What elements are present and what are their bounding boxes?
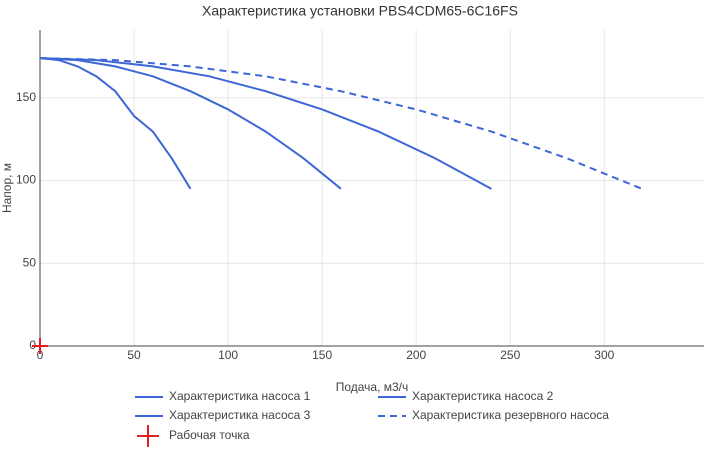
x-axis-label: Подача, м3/ч — [336, 380, 409, 394]
legend-label: Характеристика резервного насоса — [412, 408, 609, 422]
x-tick-label: 250 — [500, 348, 520, 362]
x-tick-label: 300 — [594, 348, 614, 362]
y-tick-label: 150 — [16, 90, 36, 104]
pump-curve — [39, 57, 643, 190]
x-tick-label: 100 — [218, 348, 238, 362]
pump-curve — [39, 57, 342, 190]
y-axis-label: Напор, м — [0, 163, 14, 213]
pump-curve — [39, 57, 192, 190]
y-tick-label: 50 — [23, 255, 37, 269]
legend-label: Характеристика насоса 1 — [169, 389, 311, 403]
x-tick-label: 0 — [37, 348, 44, 362]
x-tick-label: 50 — [127, 348, 141, 362]
pump-curve — [39, 57, 492, 190]
legend-label: Характеристика насоса 2 — [412, 389, 554, 403]
working-point — [32, 338, 48, 354]
x-tick-label: 150 — [312, 348, 332, 362]
legend-label: Рабочая точка — [169, 428, 250, 442]
legend-swatch — [137, 425, 159, 447]
legend-label: Характеристика насоса 3 — [169, 408, 311, 422]
x-tick-label: 200 — [406, 348, 426, 362]
chart-title: Характеристика установки PBS4CDM65-6C16F… — [202, 3, 518, 19]
y-tick-label: 100 — [16, 173, 36, 187]
